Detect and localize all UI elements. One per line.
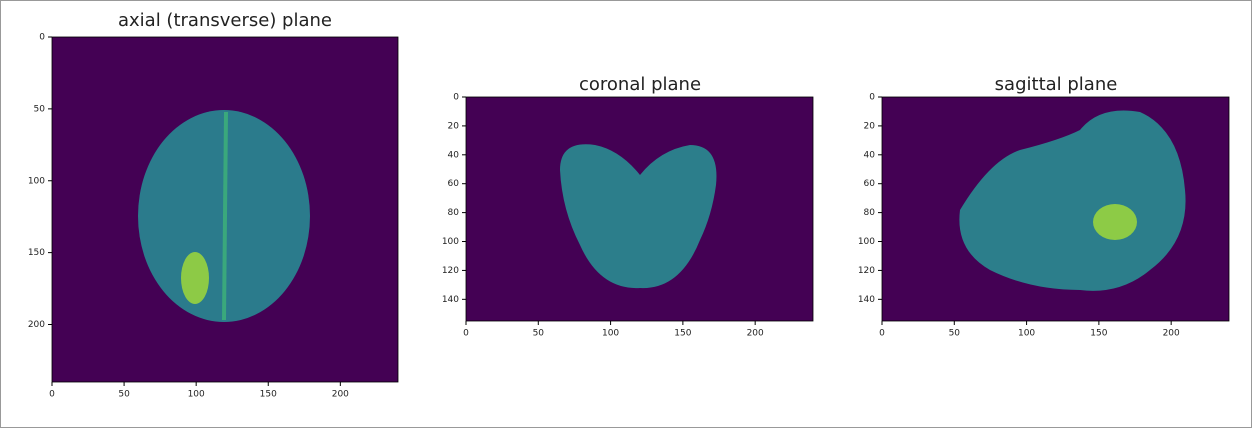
y-tick-label: 40 [448, 150, 460, 160]
y-tick-label: 100 [858, 237, 875, 247]
x-tick-label: 150 [674, 329, 691, 339]
x-tick-label: 50 [533, 329, 545, 339]
y-tick-label: 200 [28, 320, 45, 330]
chart-title: coronal plane [579, 74, 701, 95]
brain-feature [181, 252, 209, 304]
x-tick-label: 0 [463, 329, 469, 339]
x-tick-label: 150 [260, 390, 277, 400]
x-tick-label: 200 [1163, 329, 1180, 339]
x-tick-label: 50 [949, 329, 961, 339]
y-tick-label: 60 [448, 179, 460, 189]
x-tick-label: 100 [188, 390, 205, 400]
x-tick-label: 200 [747, 329, 764, 339]
y-tick-label: 0 [453, 93, 459, 103]
y-tick-label: 50 [34, 104, 46, 114]
y-tick-label: 20 [448, 121, 460, 131]
y-tick-label: 150 [28, 248, 45, 258]
x-tick-label: 0 [879, 329, 885, 339]
y-tick-label: 140 [442, 295, 459, 305]
brain-feature [224, 112, 226, 320]
brain-feature [1093, 204, 1137, 240]
x-tick-label: 50 [118, 390, 130, 400]
y-tick-label: 0 [39, 33, 45, 43]
x-tick-label: 150 [1090, 329, 1107, 339]
x-tick-label: 0 [49, 390, 55, 400]
x-tick-label: 200 [332, 390, 349, 400]
y-tick-label: 0 [869, 93, 875, 103]
y-tick-label: 40 [864, 150, 876, 160]
y-tick-label: 100 [28, 176, 45, 186]
x-tick-label: 100 [602, 329, 619, 339]
y-tick-label: 140 [858, 295, 875, 305]
y-tick-label: 20 [864, 121, 876, 131]
y-tick-label: 100 [442, 237, 459, 247]
y-tick-label: 60 [864, 179, 876, 189]
y-tick-label: 80 [448, 208, 460, 218]
figure: axial (transverse) plane coronal plane s… [0, 0, 1252, 428]
y-tick-label: 120 [442, 266, 459, 276]
chart-title: axial (transverse) plane [118, 10, 332, 31]
y-tick-label: 80 [864, 208, 876, 218]
y-tick-label: 120 [858, 266, 875, 276]
x-tick-label: 100 [1018, 329, 1035, 339]
chart-title: sagittal plane [995, 74, 1118, 95]
